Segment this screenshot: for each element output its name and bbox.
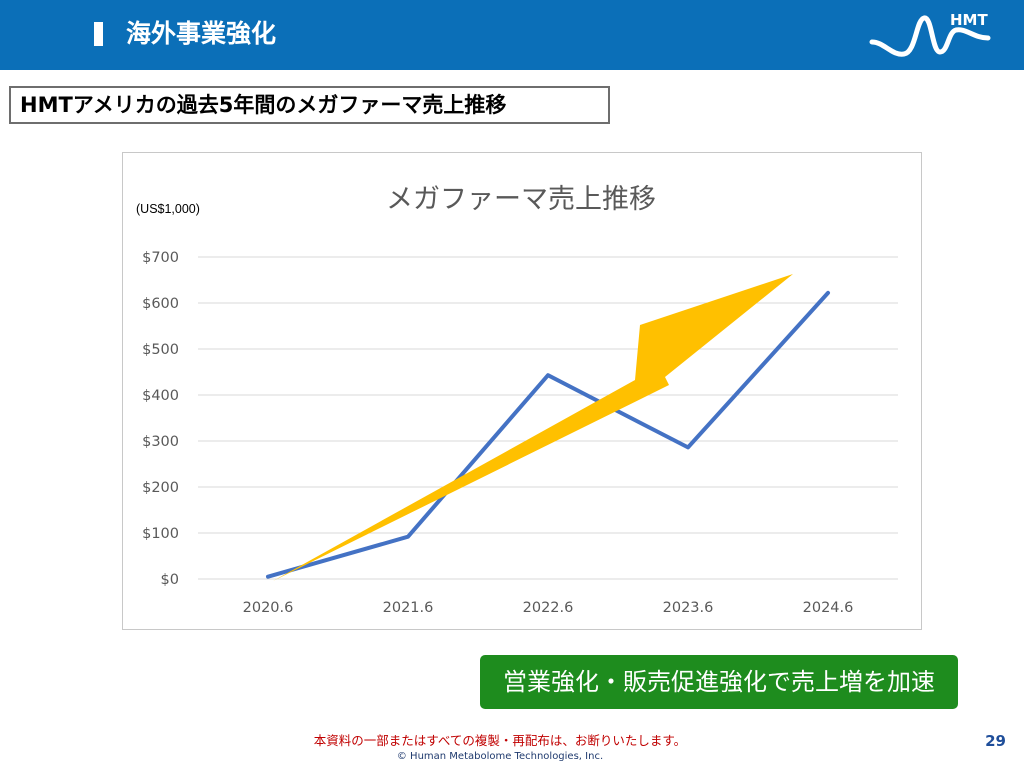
- trend-arrow: [273, 274, 793, 581]
- y-tick-label: $0: [161, 572, 179, 588]
- x-tick-labels: 2020.6 2021.6 2022.6 2023.6 2024.6: [243, 600, 854, 616]
- y-tick-label: $100: [142, 526, 179, 542]
- series-layer: [266, 290, 830, 579]
- y-tick-labels: $0 $100 $200 $300 $400 $500 $600 $700: [142, 250, 179, 588]
- y-tick-label: $500: [142, 342, 179, 358]
- header-bar: 海外事業強化 HMT: [0, 0, 1024, 70]
- footer-copyright: © Human Metabolome Technologies, Inc.: [396, 751, 604, 762]
- chart-title: メガファーマ売上推移: [386, 184, 656, 215]
- x-tick-label: 2020.6: [243, 600, 294, 616]
- grid-lines: [198, 256, 898, 580]
- hmt-logo-icon: [869, 15, 991, 57]
- y-tick-label: $600: [142, 296, 179, 312]
- x-tick-label: 2021.6: [383, 600, 434, 616]
- header-accent-bar: [94, 22, 103, 46]
- y-tick-label: $200: [142, 480, 179, 496]
- header-title: 海外事業強化: [126, 19, 277, 48]
- y-tick-label: $300: [142, 434, 179, 450]
- slide-heading: HMTアメリカの過去5年間のメガファーマ売上推移: [9, 86, 610, 124]
- x-tick-label: 2024.6: [803, 600, 854, 616]
- footer-notice: 本資料の一部またはすべての複製・再配布は、お断りいたします。: [313, 733, 687, 748]
- callout-box: 営業強化・販売促進強化で売上増を加速: [479, 654, 959, 710]
- x-tick-label: 2023.6: [663, 600, 714, 616]
- y-tick-label: $400: [142, 388, 179, 404]
- line-chart: $0$100$200$300$400$500$600$700 2020.6 202…: [136, 184, 898, 616]
- page-number: 29: [985, 732, 1006, 750]
- unit-label: (US$1,000): [136, 202, 200, 216]
- series-line: [266, 290, 830, 579]
- x-tick-label: 2022.6: [523, 600, 574, 616]
- chart-frame: $0 $100 $200 $300 $400 $500 $600 $700 2020.6 202…: [122, 152, 922, 630]
- logo-text: HMT: [950, 11, 988, 29]
- y-tick-label: $700: [142, 250, 179, 266]
